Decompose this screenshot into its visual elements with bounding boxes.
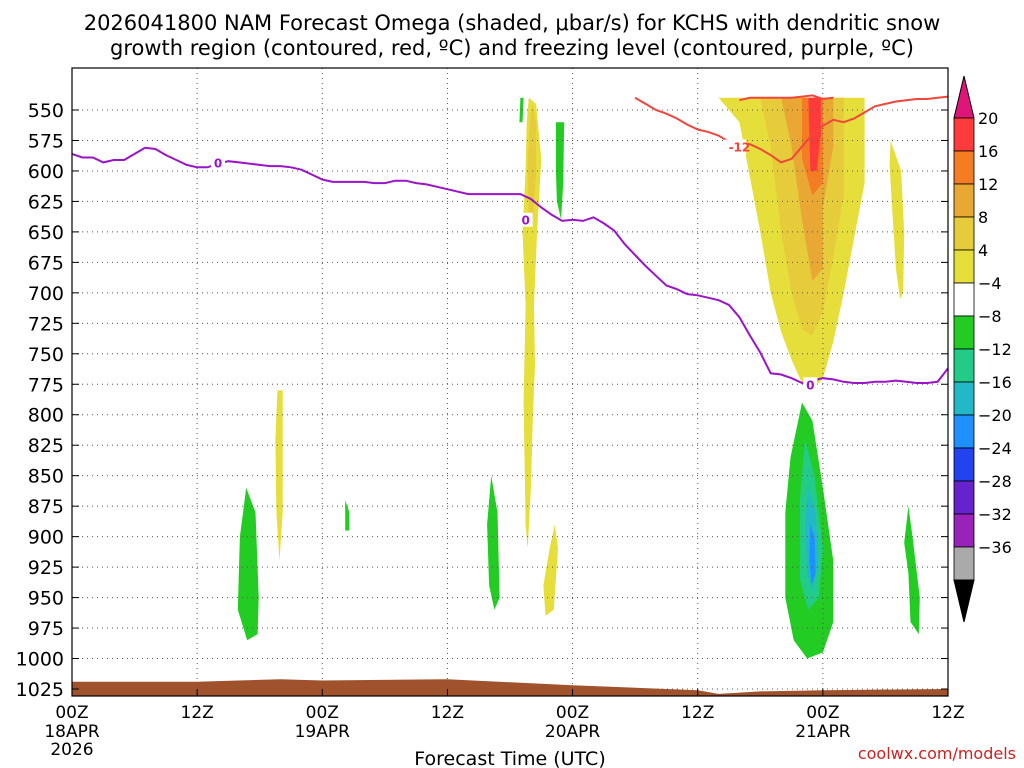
y-tick-label-950: 950 [28,588,64,610]
y-tick-label-775: 775 [28,374,64,396]
colorbar-label-6: −8 [978,307,1002,326]
y-tick-label-1025: 1025 [16,679,64,701]
dgz-contour-upper [634,95,948,164]
colorbar-label-9: −20 [978,406,1012,425]
x-tick-label-72: 00Z [806,703,839,723]
colorbar-label-4: 4 [978,241,988,260]
omega-region-upward-streak [275,390,283,561]
svg-text:0: 0 [806,378,814,392]
omega-region-upward-plume-east [889,140,905,299]
y-tick-label-1000: 1000 [16,649,64,671]
x-tick-label-0: 00Z [55,703,88,723]
colorbar-swatch-11 [953,480,975,515]
colorbar-label-10: −24 [978,439,1012,458]
terrain [72,679,948,696]
y-tick-label-900: 900 [28,527,64,549]
colorbar-top-arrow [953,75,975,119]
x-tick-year-0: 2026 [50,740,93,760]
colorbar-label-12: −32 [978,505,1012,524]
y-tick-label-975: 975 [28,618,64,640]
x-tick-date-24: 19APR [295,722,351,742]
plot-content: 0 0 0 -12 [72,68,948,696]
plot-frame [71,67,949,697]
y-tick-label-575: 575 [28,130,64,152]
colorbar-swatch-1 [953,150,975,185]
colorbar-swatch-8 [953,381,975,416]
y-tick-label-800: 800 [28,405,64,427]
freezing-level-contour [72,146,948,385]
y-tick-label-625: 625 [28,191,64,213]
y-tick-label-550: 550 [28,100,64,122]
dgz-label: -12 [724,139,751,155]
y-tick-label-750: 750 [28,344,64,366]
colorbar-swatch-3 [953,216,975,251]
x-tick-date-0: 18APR [44,722,100,742]
omega-colorbar: 20 16 12 8 4 −4 −8 −12 −16 −20 −24 −28 −32 −36 [953,75,1012,623]
freezing-label-3: 0 [803,377,818,392]
y-tick-label-825: 825 [28,435,64,457]
colorbar-label-13: −36 [978,538,1012,557]
omega-region-downward-core [809,524,816,586]
colorbar-label-1: 16 [978,142,998,161]
freezing-label-1: 0 [211,155,225,170]
y-tick-label-650: 650 [28,222,64,244]
credit-label[interactable]: coolwx.com/models [858,744,1016,763]
colorbar-swatch-6 [953,315,975,350]
omega-region-sinking-cell [237,487,259,641]
colorbar-swatch-4 [953,249,975,284]
colorbar-label-11: −28 [978,472,1012,491]
x-tick-label-36: 12Z [431,703,464,723]
colorbar-bottom-arrow [953,579,975,623]
omega-region-sinking-cell [345,500,350,531]
y-tick-label-700: 700 [28,283,64,305]
x-tick-label-48: 00Z [556,703,589,723]
omega-region-upward-column [527,103,537,220]
y-tick-label-600: 600 [28,161,64,183]
chart-title-line1: 2026041800 NAM Forecast Omega (shaded, μ… [84,11,941,35]
omega-region-sinking-streak [555,122,565,220]
omega-region-sinking-column [519,97,524,123]
svg-text:-12: -12 [729,141,751,155]
colorbar-label-3: 8 [978,208,988,227]
y-tick-label-925: 925 [28,557,64,579]
colorbar-swatch-10 [953,447,975,482]
colorbar-swatch-2 [953,183,975,218]
colorbar-swatch-7 [953,348,975,383]
chart-title-line2: growth region (contoured, red, ºC) and f… [110,36,914,60]
omega-region-upward-low [543,524,558,616]
y-tick-label-725: 725 [28,313,64,335]
colorbar-swatch-9 [953,414,975,449]
colorbar-swatch-5 [953,282,975,317]
colorbar-label-5: −4 [978,274,1002,293]
colorbar-label-2: 12 [978,175,998,194]
x-axis-title: Forecast Time (UTC) [414,748,605,768]
omega-region-downward-cell-east [904,506,920,635]
y-tick-label-675: 675 [28,252,64,274]
svg-text:0: 0 [521,214,529,228]
colorbar-label-8: −16 [978,373,1012,392]
x-tick-label-24: 00Z [306,703,339,723]
y-tick-label-850: 850 [28,466,64,488]
dgz-contour-lower [739,94,834,102]
y-axis-pressure: 550 575 600 625 650 675 700 725 750 775 800 825 850 8… [16,100,948,701]
x-tick-label-12: 12Z [181,703,214,723]
x-tick-label-84: 12Z [931,703,964,723]
colorbar-swatch-12 [953,513,975,548]
omega-region-sinking-cell [487,475,500,610]
y-tick-label-875: 875 [28,496,64,518]
omega-region-upward-column [522,97,542,549]
svg-text:0: 0 [214,156,222,170]
colorbar-swatch-13 [953,546,975,581]
x-tick-label-60: 12Z [681,703,714,723]
colorbar-label-0: 20 [978,109,998,128]
colorbar-swatch-0 [953,117,975,152]
freezing-label-2: 0 [518,212,533,228]
omega-region-upward-motion-max [808,97,821,171]
x-tick-date-72: 21APR [795,722,851,742]
colorbar-label-7: −12 [978,340,1012,359]
x-tick-date-48: 20APR [545,722,601,742]
plot-area: 0 0 0 -12 [71,67,949,697]
